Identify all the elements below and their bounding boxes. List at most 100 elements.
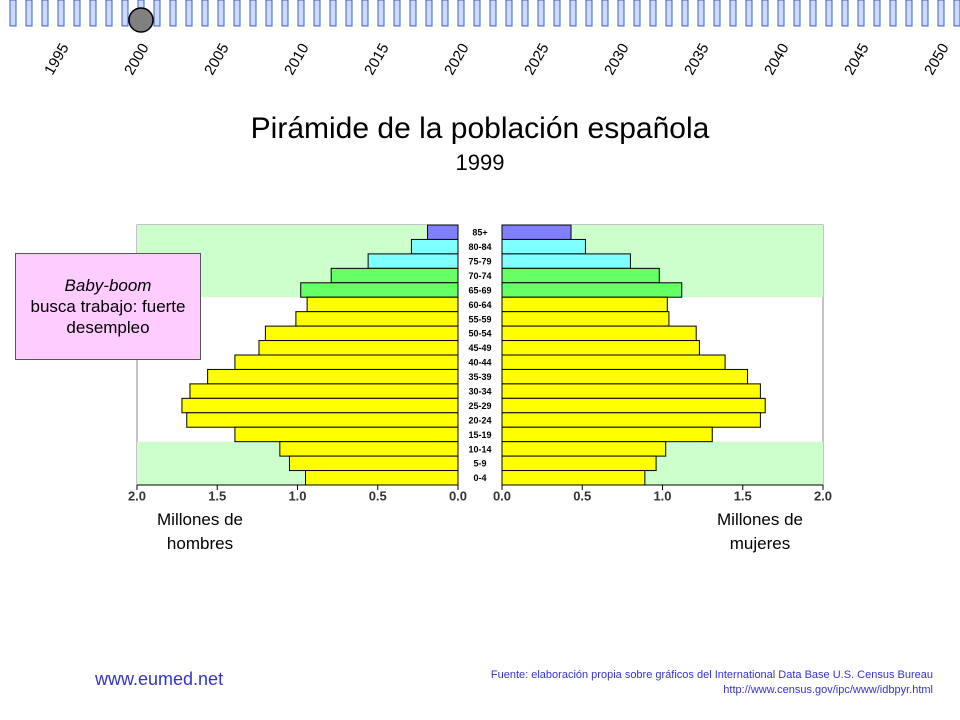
timeline-tick bbox=[745, 0, 753, 27]
timeline-tick bbox=[41, 0, 49, 27]
age-label: 65-69 bbox=[468, 285, 491, 295]
age-label: 60-64 bbox=[468, 300, 491, 310]
x-tick-label: 1.0 bbox=[653, 488, 671, 503]
source-url: http://www.census.gov/ipc/www/idbpyr.htm… bbox=[723, 684, 933, 696]
timeline-label: 2040 bbox=[761, 41, 792, 78]
timeline-tick bbox=[297, 0, 305, 27]
timeline-handle[interactable] bbox=[128, 7, 154, 33]
bar bbox=[234, 426, 459, 443]
timeline-tick bbox=[857, 0, 865, 27]
timeline-tick bbox=[633, 0, 641, 27]
timeline-tick bbox=[713, 0, 721, 27]
timeline-tick bbox=[521, 0, 529, 27]
timeline-tick bbox=[201, 0, 209, 27]
timeline-tick bbox=[761, 0, 769, 27]
timeline-label: 2025 bbox=[521, 41, 552, 78]
bar bbox=[501, 354, 726, 370]
timeline-tick bbox=[153, 0, 161, 27]
source: Fuente: elaboración propia sobre gráfico… bbox=[491, 669, 933, 681]
timeline-label: 1995 bbox=[41, 41, 72, 78]
bar bbox=[189, 383, 459, 399]
bar bbox=[501, 325, 697, 342]
timeline-tick bbox=[329, 0, 337, 27]
timeline-tick bbox=[601, 0, 609, 27]
age-label: 20-24 bbox=[468, 415, 491, 425]
timeline-tick bbox=[89, 0, 97, 27]
annotation-emphasis: Baby-boom bbox=[64, 276, 152, 295]
age-label: 30-34 bbox=[468, 386, 491, 396]
timeline-tick bbox=[777, 0, 785, 27]
x-tick-label: 1.5 bbox=[208, 488, 226, 503]
timeline-tick bbox=[825, 0, 833, 27]
timeline-tick bbox=[425, 0, 433, 27]
timeline-tick bbox=[553, 0, 561, 27]
timeline-label: 2000 bbox=[121, 41, 152, 78]
bar bbox=[410, 238, 459, 255]
timeline-tick bbox=[121, 0, 129, 27]
x-tick-label: 0.5 bbox=[369, 488, 387, 503]
timeline-tick bbox=[793, 0, 801, 27]
timeline-tick bbox=[441, 0, 449, 27]
x-tick-label: 2.0 bbox=[814, 488, 832, 503]
timeline-label: 2050 bbox=[921, 41, 952, 78]
age-label: 15-19 bbox=[468, 430, 491, 440]
timeline-tick bbox=[953, 0, 960, 27]
bar bbox=[207, 368, 459, 385]
bar bbox=[279, 441, 459, 457]
bar bbox=[501, 412, 761, 428]
age-label: 25-29 bbox=[468, 401, 491, 411]
x-tick-label: 0.0 bbox=[493, 488, 511, 503]
x-tick-label: 1.0 bbox=[288, 488, 306, 503]
timeline-label: 2020 bbox=[441, 41, 472, 78]
bar bbox=[501, 267, 660, 284]
age-label: 50-54 bbox=[468, 329, 491, 339]
timeline-tick bbox=[281, 0, 289, 27]
timeline-tick bbox=[729, 0, 737, 27]
timeline-label: 2010 bbox=[281, 41, 312, 78]
bar bbox=[264, 325, 459, 342]
timeline-tick bbox=[697, 0, 705, 27]
bar bbox=[501, 340, 700, 356]
bar bbox=[300, 282, 459, 298]
age-label: 45-49 bbox=[468, 343, 491, 353]
timeline-tick bbox=[873, 0, 881, 27]
bar bbox=[501, 282, 683, 298]
timeline-label: 2035 bbox=[681, 41, 712, 78]
timeline-label: 2005 bbox=[201, 41, 232, 78]
timeline-tick bbox=[361, 0, 369, 27]
timeline-tick bbox=[217, 0, 225, 27]
timeline-tick bbox=[569, 0, 577, 27]
bar bbox=[330, 267, 459, 284]
site: www.eumed.net bbox=[94, 669, 223, 689]
age-label: 10-14 bbox=[468, 444, 491, 454]
age-label: 5-9 bbox=[473, 459, 486, 469]
bar bbox=[367, 253, 459, 269]
timeline-tick bbox=[25, 0, 33, 27]
timeline-tick bbox=[617, 0, 625, 27]
bar bbox=[501, 383, 761, 399]
timeline-tick bbox=[905, 0, 913, 27]
timeline-tick bbox=[105, 0, 113, 27]
bar bbox=[501, 253, 631, 269]
age-label: 85+ bbox=[472, 228, 487, 238]
axis-title-right: Millones de mujeres bbox=[717, 510, 803, 553]
chart-title: Pirámide de la población española bbox=[251, 112, 710, 145]
age-label: 70-74 bbox=[468, 271, 491, 281]
age-label: 75-79 bbox=[468, 256, 491, 266]
bar bbox=[234, 354, 459, 370]
age-label: 0-4 bbox=[473, 473, 486, 483]
x-tick-label: 0.0 bbox=[449, 488, 467, 503]
bar bbox=[305, 470, 459, 486]
timeline-tick bbox=[841, 0, 849, 27]
bar bbox=[501, 296, 668, 313]
timeline-tick bbox=[185, 0, 193, 27]
timeline-tick bbox=[665, 0, 673, 27]
timeline-tick bbox=[73, 0, 81, 27]
bar bbox=[186, 412, 459, 428]
x-tick-label: 1.5 bbox=[734, 488, 752, 503]
timeline-tick bbox=[809, 0, 817, 27]
timeline-tick bbox=[249, 0, 257, 27]
timeline-tick bbox=[409, 0, 417, 27]
